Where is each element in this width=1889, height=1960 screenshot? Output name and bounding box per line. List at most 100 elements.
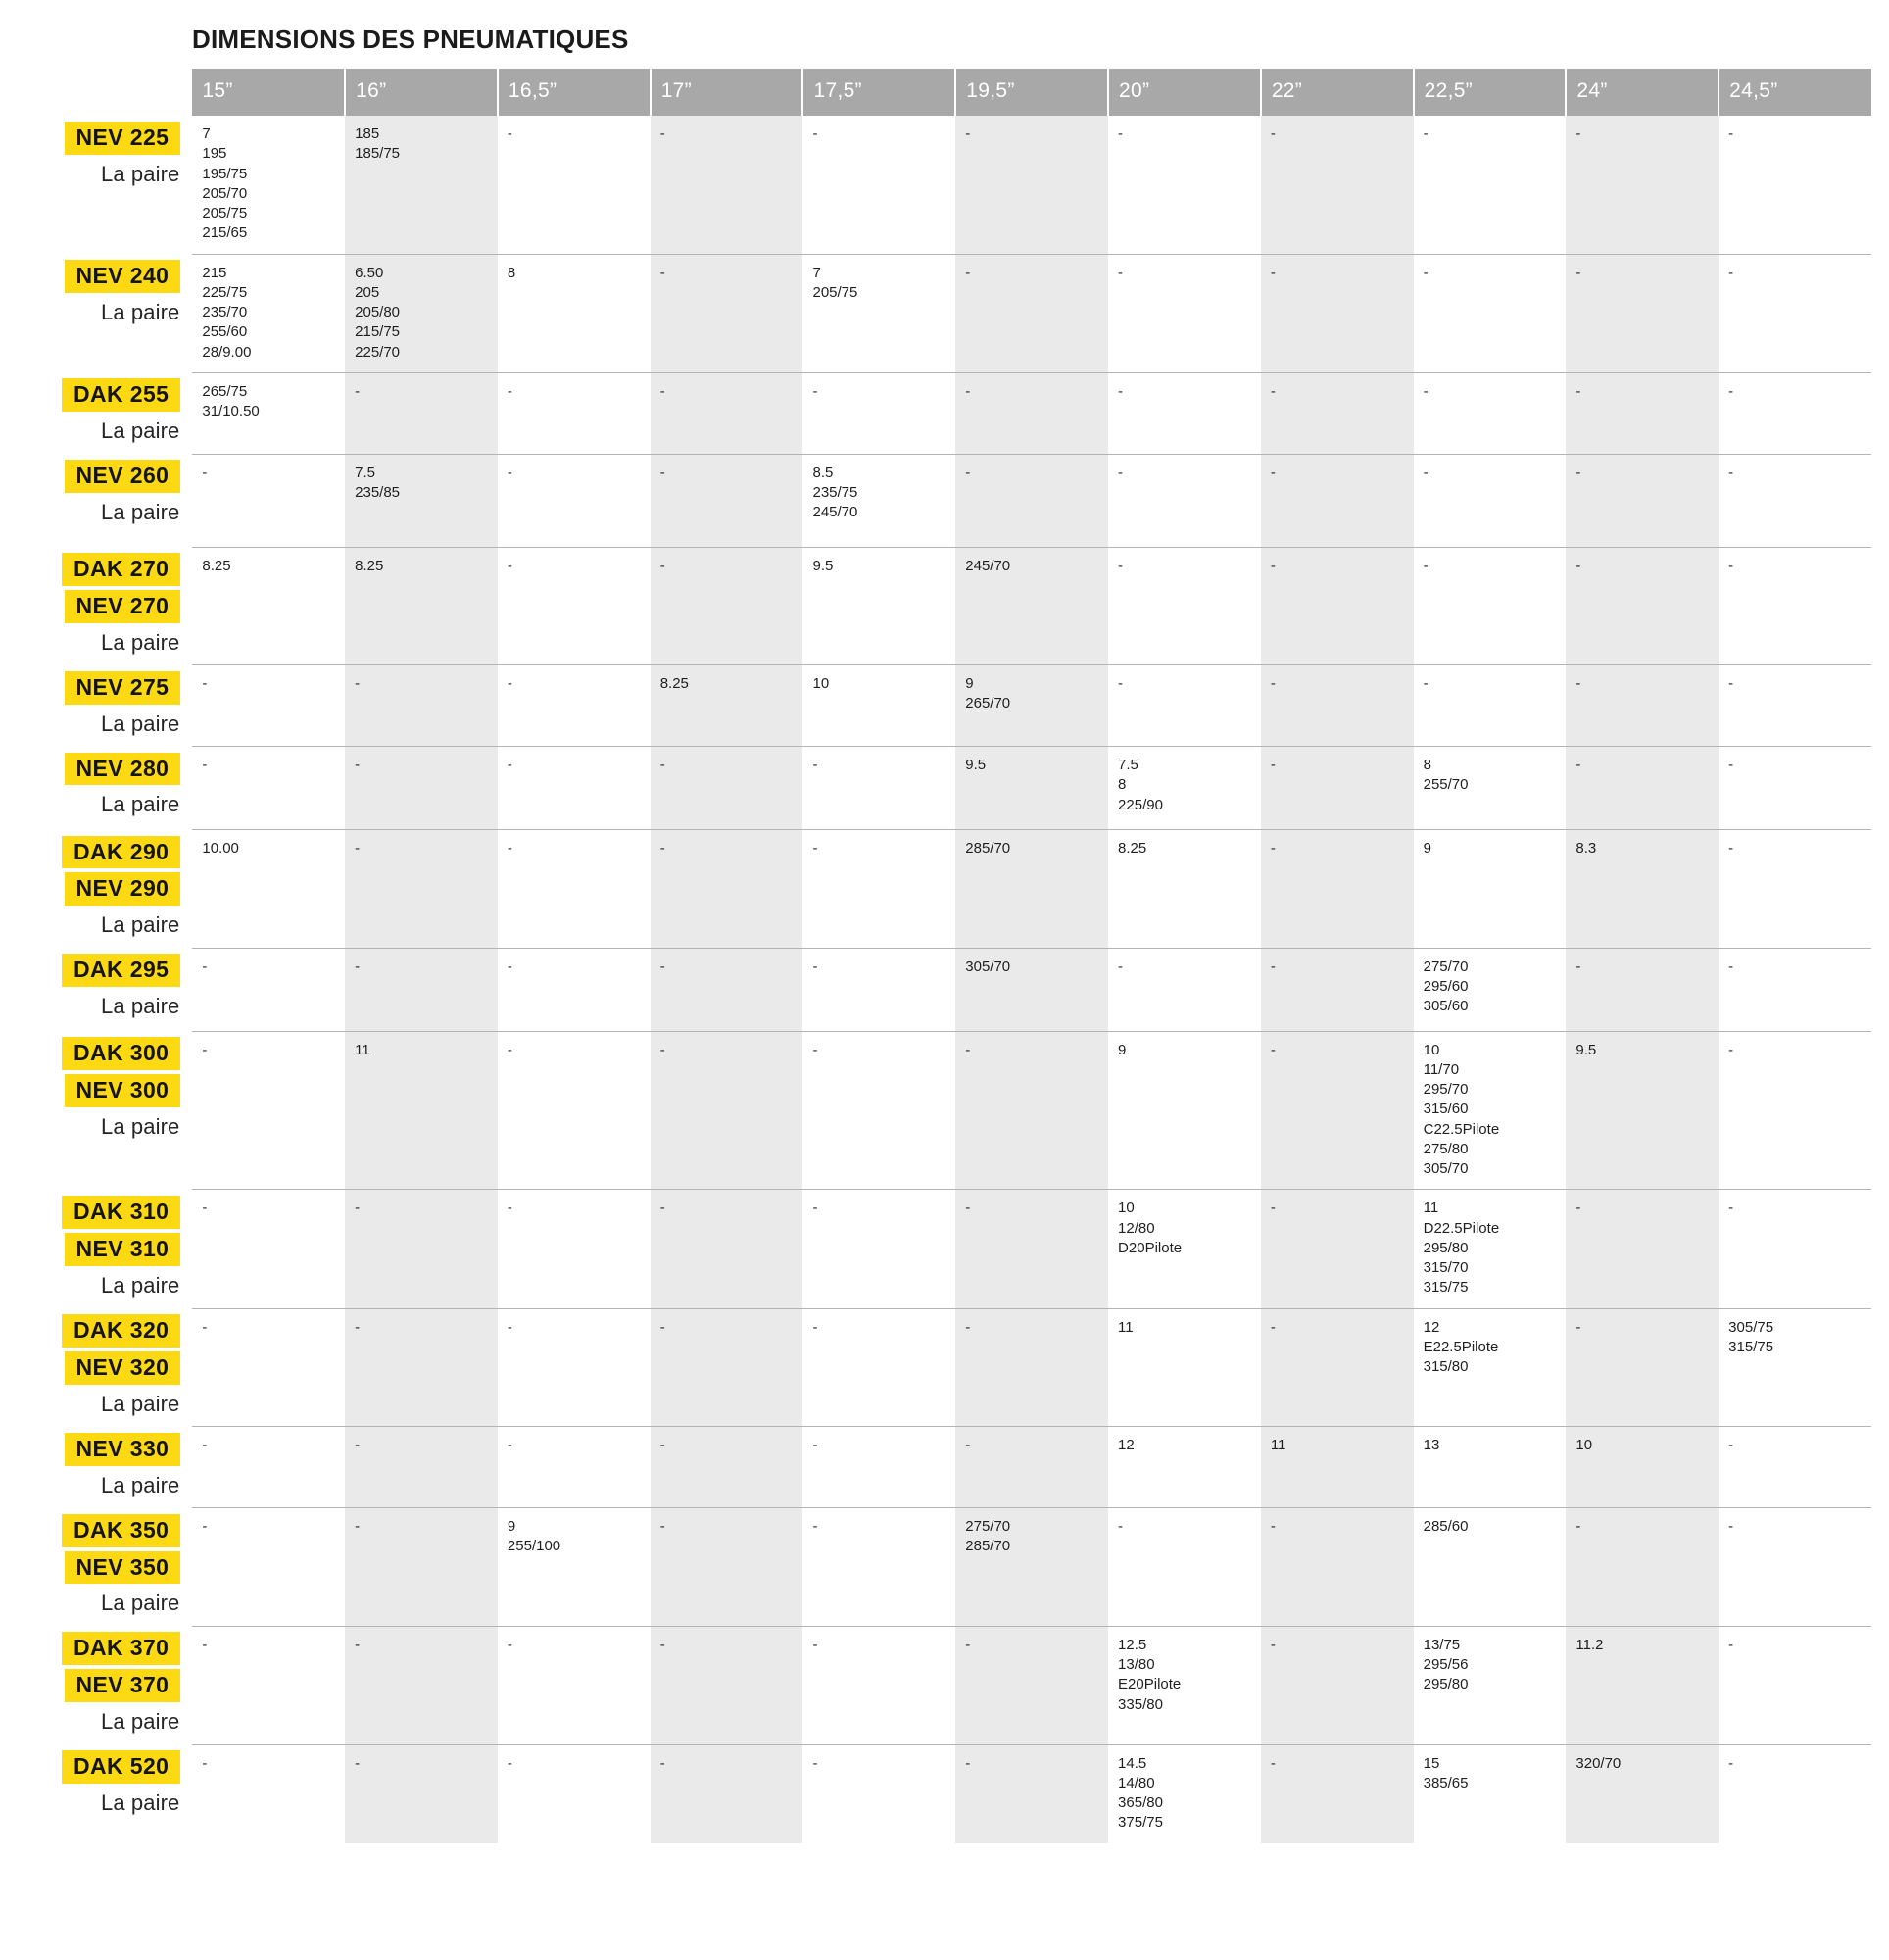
empty-marker: - [1728, 557, 1734, 574]
dimension-value: 28/9.00 [202, 343, 252, 361]
dimension-value: 205/70 [202, 184, 248, 202]
product-badge[interactable]: NEV 260 [64, 460, 181, 493]
empty-marker: - [965, 464, 971, 481]
empty-marker: - [1270, 1200, 1276, 1217]
empty-marker: - [1270, 1754, 1276, 1772]
product-badge[interactable]: DAK 310 [61, 1195, 181, 1229]
dimension-value: 215 [202, 264, 227, 281]
column-header-7: 20” [1108, 69, 1262, 116]
empty-marker: - [812, 125, 818, 142]
dimension-value: 335/80 [1118, 1695, 1163, 1713]
empty-marker: - [355, 1437, 361, 1454]
product-badge[interactable]: DAK 350 [61, 1513, 181, 1547]
dimension-value: 11 [1423, 1200, 1439, 1217]
product-badge[interactable]: NEV 320 [64, 1351, 181, 1385]
dimension-cell: - [345, 371, 498, 455]
dimension-cell: - [802, 371, 956, 455]
dimension-value: 385/65 [1423, 1774, 1469, 1791]
table-row: DAK 350 NEV 350 La paire - -9 255/100- -275/70… [0, 1507, 1871, 1627]
dimension-cell: - [1566, 116, 1719, 254]
dimension-value: 315/80 [1423, 1358, 1469, 1376]
product-badge[interactable]: DAK 270 [61, 553, 181, 586]
empty-marker: - [659, 1518, 665, 1536]
empty-marker: - [1423, 382, 1429, 400]
product-badge[interactable]: NEV 330 [64, 1432, 181, 1466]
dimension-cell: - [497, 1743, 651, 1843]
dimension-value: 8.25 [202, 557, 231, 574]
dimension-cell: 9.5 [802, 546, 956, 665]
dimension-cell: - [345, 1625, 498, 1745]
product-badge[interactable]: NEV 310 [64, 1232, 181, 1266]
dimension-value: 295/80 [1423, 1676, 1469, 1693]
product-badge[interactable]: DAK 370 [61, 1632, 181, 1666]
empty-marker: - [659, 1200, 665, 1217]
empty-marker: - [202, 464, 208, 481]
product-badge[interactable]: DAK 295 [61, 954, 181, 988]
dimension-cell: - [192, 453, 346, 548]
dimension-value: 10 [1423, 1041, 1440, 1058]
dimension-value: 295/70 [1423, 1081, 1469, 1099]
product-badge[interactable]: NEV 270 [64, 589, 181, 623]
dimension-cell: - [802, 746, 956, 830]
dimension-cell: 12.5 13/80 E20Pilote 335/80 [1108, 1625, 1261, 1745]
tire-dimensions-table-wrapper: 15” 16” 16,5” 17” 17,5” 19,5” 20” 22” 22,5” 24” 24… [0, 69, 1889, 1843]
empty-marker: - [1118, 675, 1124, 693]
dimension-cell: 265/75 31/10.50 [192, 371, 346, 455]
dimension-value: 285/70 [965, 1538, 1011, 1555]
dimension-cell: 13 [1413, 1426, 1567, 1508]
product-badge[interactable]: NEV 275 [64, 670, 181, 705]
dimension-cell: 10.00 [192, 829, 346, 949]
product-badge[interactable]: NEV 240 [64, 260, 181, 293]
dimension-value: 13 [1423, 1437, 1440, 1454]
table-row: NEV 260 La paire - 7.5 235/85 - - 8.5 235/75 245/… [0, 453, 1871, 548]
empty-marker: - [659, 757, 665, 774]
product-badge[interactable]: DAK 320 [61, 1314, 181, 1348]
dimension-cell: 215 225/75 235/70 255/60 28/9.00 [192, 253, 346, 373]
empty-marker: - [1270, 675, 1276, 693]
empty-marker: - [202, 757, 208, 774]
empty-marker: - [965, 264, 971, 281]
dimension-cell: 10 11/70 295/70 315/60 C22.5Pilote 275/80 305/… [1413, 1030, 1567, 1190]
dimension-cell: - [1413, 371, 1567, 455]
header-corner-blank [0, 69, 193, 116]
product-badge[interactable]: DAK 300 [61, 1037, 181, 1071]
empty-marker: - [1575, 557, 1581, 574]
product-badge[interactable]: DAK 290 [61, 835, 181, 869]
dimension-cell: 11 [345, 1030, 498, 1190]
dimension-cell: - [1260, 664, 1414, 747]
dimension-cell: 7 205/75 [802, 253, 956, 373]
dimension-cell: 305/70 [955, 947, 1109, 1032]
product-badge[interactable]: NEV 290 [64, 872, 181, 906]
dimension-cell: - [1108, 453, 1261, 548]
dimension-cell: - [955, 453, 1109, 548]
row-sublabel: La paire [101, 1709, 180, 1735]
table-body: NEV 225 La paire 7 195 195/75 205/70 205/75 215… [0, 116, 1871, 1843]
empty-marker: - [965, 125, 971, 142]
dimension-value: 365/80 [1118, 1794, 1163, 1812]
product-badge[interactable]: DAK 255 [61, 378, 181, 413]
dimension-value: 315/60 [1423, 1101, 1469, 1118]
dimension-value: 235/70 [202, 304, 248, 320]
product-badge[interactable]: NEV 370 [64, 1669, 181, 1703]
dimension-cell: 9 [1413, 829, 1567, 949]
dimension-value: 10 [1118, 1200, 1135, 1217]
dimension-value: 8.3 [1575, 840, 1597, 858]
empty-marker: - [1270, 957, 1276, 975]
empty-marker: - [507, 1041, 512, 1058]
product-badge[interactable]: NEV 350 [64, 1550, 181, 1585]
product-badge[interactable]: NEV 280 [64, 752, 181, 786]
dimension-cell: - [192, 1307, 346, 1427]
dimension-cell: - [1719, 546, 1871, 665]
empty-marker: - [812, 1437, 818, 1454]
dimension-cell: - [802, 1307, 956, 1427]
product-badge[interactable]: NEV 225 [64, 122, 181, 155]
empty-marker: - [812, 1754, 818, 1772]
empty-marker: - [1270, 125, 1276, 142]
product-badge[interactable]: DAK 520 [61, 1750, 181, 1784]
dimension-value: E22.5Pilote [1423, 1338, 1499, 1355]
dimension-cell: - [1260, 829, 1414, 949]
product-badge[interactable]: NEV 300 [64, 1074, 181, 1107]
dimension-cell: - [1260, 1507, 1414, 1627]
dimension-cell: - [1719, 371, 1871, 455]
row-sublabel: La paire [101, 1113, 180, 1139]
